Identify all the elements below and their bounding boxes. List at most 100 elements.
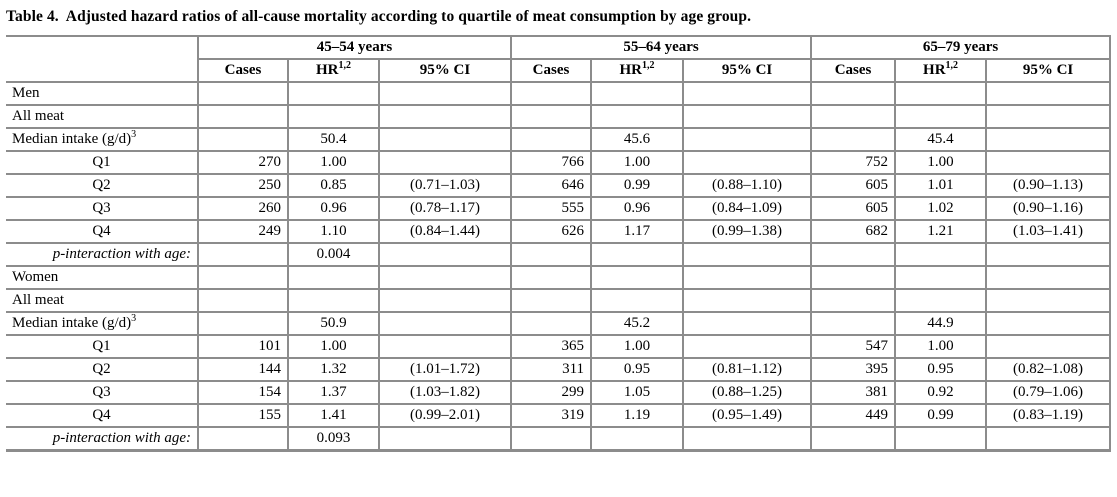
ci-cell: (0.84–1.09) [683,197,813,221]
cases-cell: 752 [811,151,897,175]
cases-cell: 547 [811,335,897,359]
cases-cell: 682 [811,220,897,244]
ci-cell [986,151,1112,175]
ci-cell-significant: (1.03–1.41) [986,220,1112,244]
ci-cell [986,105,1112,129]
cases-cell [811,312,897,336]
row-label: Men [6,82,199,106]
p-interaction-row-women: p-interaction with age: 0.093 [6,427,1112,452]
cases-cell [511,82,593,106]
hr-cell [591,243,685,267]
age-group-header-65-79: 65–79 years [811,36,1112,60]
ci-cell: (0.83–1.19) [986,404,1112,428]
row-label: Q2 [6,174,199,198]
quartile-row-q2: Q2 144 1.32 (1.01–1.72) 311 0.95 (0.81–1.12)… [6,358,1112,382]
hr-cell [591,289,685,313]
ci-cell [986,266,1112,290]
ci-cell [683,335,813,359]
ci-cell [683,151,813,175]
subsection-row-all-meat: All meat [6,105,1112,129]
cases-cell [198,105,289,129]
row-label: Women [6,266,199,290]
cases-cell [511,128,593,152]
p-value: 0.004 [288,243,380,267]
cases-header: Cases [811,59,897,83]
ci-cell [683,427,813,452]
cases-cell: 381 [811,381,897,405]
quartile-row-q1: Q1 270 1.00 766 1.00 752 1.00 [6,151,1112,175]
hr-cell [591,82,685,106]
hr-cell: 0.96 [288,197,380,221]
cases-header: Cases [511,59,593,83]
cases-cell: 605 [811,197,897,221]
quartile-row-q1: Q1 101 1.00 365 1.00 547 1.00 [6,335,1112,359]
cases-cell [811,427,897,452]
ci-cell [379,427,513,452]
cases-cell: 646 [511,174,593,198]
hr-cell [895,105,988,129]
hr-cell [895,289,988,313]
cases-cell [511,243,593,267]
cases-cell: 766 [511,151,593,175]
median-value: 45.4 [895,128,988,152]
hr-cell: 1.00 [591,151,685,175]
median-value: 44.9 [895,312,988,336]
corner-cell [6,36,199,83]
hr-cell [288,266,380,290]
hr-cell: 1.02 [895,197,988,221]
ci-header: 95% CI [683,59,813,83]
hr-cell [591,266,685,290]
hr-cell: 1.17 [591,220,685,244]
cases-header: Cases [198,59,289,83]
hr-cell [895,243,988,267]
median-value: 50.9 [288,312,380,336]
ci-cell: (0.84–1.44) [379,220,513,244]
section-row-women: Women [6,266,1112,290]
cases-cell [198,82,289,106]
ci-cell [379,289,513,313]
row-label: Median intake (g/d)3 [6,128,199,152]
hr-cell: 1.19 [591,404,685,428]
ci-cell [379,128,513,152]
ci-cell: (0.79–1.06) [986,381,1112,405]
hr-cell [591,427,685,452]
hr-cell [288,105,380,129]
hr-cell [288,82,380,106]
ci-cell: (0.78–1.17) [379,197,513,221]
ci-cell [379,105,513,129]
cases-cell: 154 [198,381,289,405]
row-label: Q4 [6,404,199,428]
cases-cell: 449 [811,404,897,428]
section-row-men: Men [6,82,1112,106]
hr-cell: 0.99 [895,404,988,428]
ci-cell [683,312,813,336]
cases-cell: 395 [811,358,897,382]
hr-cell: 0.92 [895,381,988,405]
median-value: 50.4 [288,128,380,152]
ci-cell [683,243,813,267]
ci-cell: (0.90–1.13) [986,174,1112,198]
cases-cell: 311 [511,358,593,382]
hr-cell: 1.00 [895,151,988,175]
p-interaction-row-men: p-interaction with age: 0.004 [6,243,1112,267]
cases-cell: 144 [198,358,289,382]
row-label: All meat [6,105,199,129]
hr-cell: 0.99 [591,174,685,198]
hr-cell: 0.95 [895,358,988,382]
ci-cell [986,243,1112,267]
ci-cell: (0.99–1.38) [683,220,813,244]
hr-cell [288,289,380,313]
cases-cell [811,105,897,129]
ci-cell [986,289,1112,313]
quartile-row-q3: Q3 260 0.96 (0.78–1.17) 555 0.96 (0.84–1.09)… [6,197,1112,221]
row-label: Q4 [6,220,199,244]
cases-cell [511,427,593,452]
row-label: p-interaction with age: [6,427,199,452]
cases-cell [811,289,897,313]
cases-cell [511,312,593,336]
ci-cell [379,266,513,290]
header-row-columns: Cases HR1,2 95% CI Cases HR1,2 95% CI Ca… [6,59,1112,83]
cases-cell: 155 [198,404,289,428]
subsection-row-all-meat: All meat [6,289,1112,313]
hr-cell: 1.00 [591,335,685,359]
